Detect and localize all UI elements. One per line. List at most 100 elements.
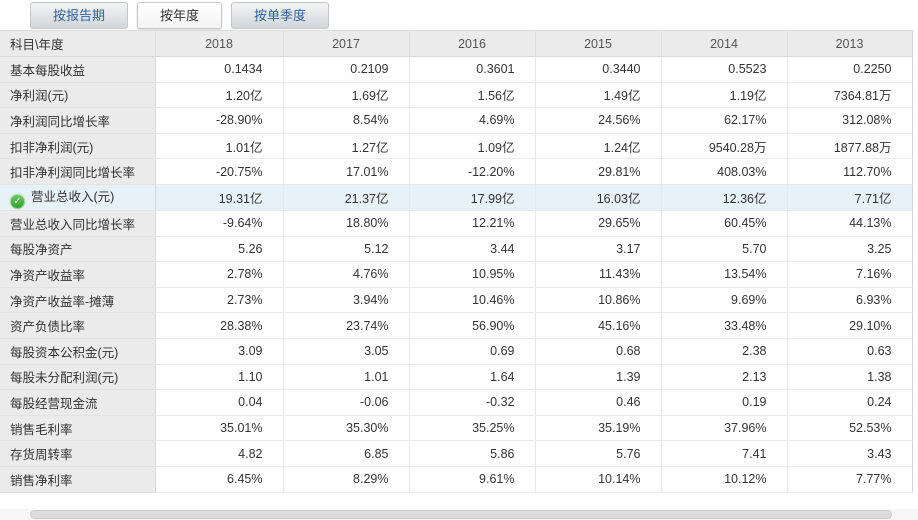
cell-value: 5.76 — [534, 440, 661, 467]
cell-value: 3.43 — [786, 440, 912, 467]
table-row[interactable]: 存货周转率 4.82 6.85 5.86 5.76 7.41 3.43 — [0, 440, 912, 467]
table-row[interactable]: 净资产收益率-摊薄 2.73% 3.94% 10.46% 10.86% 9.69% 6.93… — [0, 287, 912, 314]
cell-value: 60.45% — [660, 210, 787, 237]
year-column-header: 2017 — [282, 30, 409, 57]
cell-value: 52.53% — [786, 415, 912, 442]
cell-value: 6.93% — [786, 287, 912, 314]
cell-value: 3.44 — [408, 236, 535, 263]
cell-value: 0.63 — [786, 338, 912, 365]
cell-value: 1.19亿 — [660, 82, 787, 109]
cell-value: 3.09 — [154, 338, 283, 365]
row-label: 净利润同比增长率 — [0, 107, 156, 134]
cell-value: 2.38 — [660, 338, 787, 365]
cell-value: 44.13% — [786, 210, 912, 237]
cell-value: 35.30% — [282, 415, 409, 442]
table-row[interactable]: 资产负债比率 28.38% 23.74% 56.90% 45.16% 33.48% 29.1… — [0, 312, 912, 339]
table-row[interactable]: 销售净利率 6.45% 8.29% 9.61% 10.14% 10.12% 7.77% — [0, 466, 912, 493]
cell-value: 0.04 — [154, 389, 283, 416]
cell-value: 1.20亿 — [154, 82, 283, 109]
year-column-header: 2016 — [408, 30, 535, 57]
cell-value: 9.61% — [408, 466, 535, 493]
table-row[interactable]: 净资产收益率 2.78% 4.76% 10.95% 11.43% 13.54% 7.16% — [0, 261, 912, 288]
table-row[interactable]: 每股资本公积金(元) 3.09 3.05 0.69 0.68 2.38 0.63 — [0, 338, 912, 365]
table-row[interactable]: 营业总收入同比增长率 -9.64% 18.80% 12.21% 29.65% 60.45%… — [0, 210, 912, 237]
cell-value: 12.21% — [408, 210, 535, 237]
cell-value: -20.75% — [154, 158, 283, 185]
year-column-header: 2015 — [534, 30, 661, 57]
table-row[interactable]: 每股经营现金流 0.04 -0.06 -0.32 0.46 0.19 0.24 — [0, 389, 912, 416]
cell-value: 0.68 — [534, 338, 661, 365]
cell-value: 0.2109 — [282, 56, 409, 83]
cell-value: 7.71亿 — [786, 184, 912, 211]
cell-value: 37.96% — [660, 415, 787, 442]
tab-by-quarter[interactable]: 按单季度 — [231, 2, 330, 29]
cell-value: 4.82 — [154, 440, 283, 467]
year-column-header: 2014 — [660, 30, 787, 57]
row-label: 扣非净利润同比增长率 — [0, 158, 156, 185]
cell-value: 1.64 — [408, 364, 535, 391]
tab-by-year[interactable]: 按年度 — [137, 2, 223, 29]
cell-value: 10.46% — [408, 287, 535, 314]
cell-value: 1.27亿 — [282, 133, 409, 160]
row-label: 资产负债比率 — [0, 312, 156, 339]
cell-value: 9540.28万 — [660, 133, 787, 160]
cell-value: 1.49亿 — [534, 82, 661, 109]
cell-value: 7.77% — [786, 466, 912, 493]
cell-value: 56.90% — [408, 312, 535, 339]
table-row[interactable]: 销售毛利率 35.01% 35.30% 35.25% 35.19% 37.96% 52.53… — [0, 415, 912, 442]
cell-value: 1.56亿 — [408, 82, 535, 109]
cell-value: 0.1434 — [154, 56, 283, 83]
table-row[interactable]: 基本每股收益 0.1434 0.2109 0.3601 0.3440 0.5523 0.22… — [0, 56, 912, 83]
table-row[interactable]: 每股净资产 5.26 5.12 3.44 3.17 5.70 3.25 — [0, 236, 912, 263]
year-column-header: 2018 — [154, 30, 283, 57]
corner-header: 科目\年度 — [0, 30, 155, 57]
header-row: 科目\年度 2018 2017 2016 2015 2014 2013 — [0, 30, 912, 57]
row-label: 销售净利率 — [0, 466, 156, 493]
table-row[interactable]: 净利润(元) 1.20亿 1.69亿 1.56亿 1.49亿 1.19亿 7364.81万 — [0, 82, 912, 109]
cell-value: 3.94% — [282, 287, 409, 314]
cell-value: 17.99亿 — [408, 184, 535, 211]
cell-value: 5.70 — [660, 236, 787, 263]
cell-value: 35.01% — [154, 415, 283, 442]
cell-value: 0.3440 — [534, 56, 661, 83]
row-label: 每股资本公积金(元) — [0, 338, 156, 365]
table-row[interactable]: 扣非净利润(元) 1.01亿 1.27亿 1.09亿 1.24亿 9540.28万 1877… — [0, 133, 912, 160]
table-row[interactable]: ✓ 营业总收入(元) 19.31亿 21.37亿 17.99亿 16.03亿 12.36亿 7… — [0, 184, 912, 211]
cell-value: 19.31亿 — [154, 184, 283, 211]
cell-value: -0.32 — [408, 389, 535, 416]
cell-value: -28.90% — [154, 107, 283, 134]
horizontal-scrollbar[interactable] — [0, 509, 918, 520]
cell-value: 28.38% — [154, 312, 283, 339]
cell-value: 6.45% — [154, 466, 283, 493]
cell-value: -0.06 — [282, 389, 409, 416]
cell-value: 10.95% — [408, 261, 535, 288]
tab-by-report-period[interactable]: 按报告期 — [30, 2, 129, 29]
table-row[interactable]: 净利润同比增长率 -28.90% 8.54% 4.69% 24.56% 62.17% 312… — [0, 107, 912, 134]
year-column-header: 2013 — [786, 30, 912, 57]
scrollbar-thumb[interactable] — [30, 510, 892, 519]
row-label: 净资产收益率-摊薄 — [0, 287, 156, 314]
row-label: 营业总收入同比增长率 — [0, 210, 156, 237]
row-label: 净利润(元) — [0, 82, 156, 109]
cell-value: -9.64% — [154, 210, 283, 237]
cell-value: 2.78% — [154, 261, 283, 288]
cell-value: 33.48% — [660, 312, 787, 339]
cell-value: 35.19% — [534, 415, 661, 442]
table-row[interactable]: 扣非净利润同比增长率 -20.75% 17.01% -12.20% 29.81% 408.… — [0, 158, 912, 185]
cell-value: 3.25 — [786, 236, 912, 263]
cell-value: 18.80% — [282, 210, 409, 237]
cell-value: 0.2250 — [786, 56, 912, 83]
cell-value: 8.29% — [282, 466, 409, 493]
row-label: 每股净资产 — [0, 236, 156, 263]
cell-value: 35.25% — [408, 415, 535, 442]
row-label: 每股经营现金流 — [0, 389, 156, 416]
row-label: 净资产收益率 — [0, 261, 156, 288]
cell-value: 23.74% — [282, 312, 409, 339]
cell-value: 1.24亿 — [534, 133, 661, 160]
cell-value: 312.08% — [786, 107, 912, 134]
cell-value: 3.17 — [534, 236, 661, 263]
table-row[interactable]: 每股未分配利润(元) 1.10 1.01 1.64 1.39 2.13 1.38 — [0, 364, 912, 391]
cell-value: 0.3601 — [408, 56, 535, 83]
cell-value: 0.24 — [786, 389, 912, 416]
row-label: ✓ 营业总收入(元) — [0, 184, 156, 211]
